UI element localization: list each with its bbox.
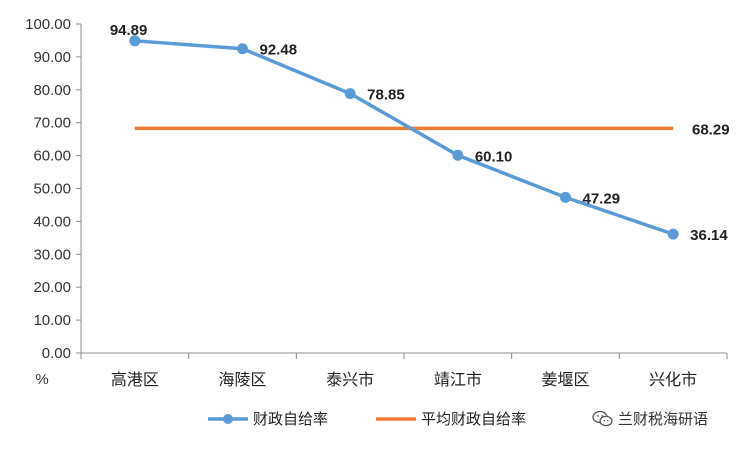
- x-tick-label: 靖江市: [434, 370, 482, 389]
- legend-marker-fiscal-ratio: [223, 414, 233, 424]
- wechat-icon: [592, 410, 613, 426]
- data-label: 36.14: [690, 227, 728, 244]
- x-tick-label: 泰兴市: [326, 370, 374, 389]
- data-label: 78.85: [367, 87, 405, 104]
- y-axis-unit: %: [35, 371, 48, 388]
- x-tick-label: 兴化市: [649, 370, 697, 389]
- y-tick-label: 30.00: [33, 246, 71, 263]
- watermark-text: 兰财税海研语: [618, 410, 709, 428]
- y-tick-label: 50.00: [33, 181, 71, 198]
- y-tick-label: 100.00: [25, 16, 71, 33]
- y-tick-label: 10.00: [33, 312, 71, 329]
- y-tick-label: 90.00: [33, 49, 71, 66]
- data-point: [560, 191, 571, 203]
- y-tick-label: 20.00: [33, 279, 71, 296]
- data-point: [129, 35, 141, 47]
- data-point: [667, 228, 679, 240]
- data-labels: 94.89 92.48 78.85 60.10 47.29 36.14 68.29: [110, 22, 730, 244]
- data-label: 94.89: [110, 22, 148, 39]
- data-label: 60.10: [475, 148, 513, 165]
- x-axis: 高港区 海陵区 泰兴市 靖江市 姜堰区 兴化市: [80, 352, 728, 389]
- legend-label-fiscal-ratio: 财政自给率: [253, 410, 328, 428]
- data-point: [237, 43, 248, 55]
- data-label: 92.48: [260, 42, 298, 59]
- data-point: [344, 88, 356, 100]
- y-tick-label: 0.00: [42, 345, 71, 362]
- legend-label-average: 平均财政自给率: [421, 410, 526, 428]
- x-tick-label: 高港区: [111, 370, 159, 389]
- series-line-fiscal-ratio: [134, 39, 674, 236]
- y-tick-label: 70.00: [33, 115, 71, 132]
- series-layer: [129, 35, 679, 240]
- y-tick-label: 40.00: [33, 213, 71, 230]
- x-tick-label: 海陵区: [218, 370, 266, 389]
- data-point: [452, 149, 464, 161]
- y-tick-label: 80.00: [33, 82, 71, 99]
- data-label: 47.29: [583, 190, 621, 207]
- legend: 财政自给率 平均财政自给率: [208, 410, 526, 428]
- data-label-average: 68.29: [692, 121, 730, 138]
- y-axis: 0.00 10.00 20.00 30.00 40.00 50.00 60.00 70.00 8…: [25, 16, 82, 388]
- y-tick-label: 60.00: [33, 148, 71, 165]
- x-tick-label: 姜堰区: [541, 370, 589, 389]
- watermark: 兰财税海研语: [592, 408, 708, 429]
